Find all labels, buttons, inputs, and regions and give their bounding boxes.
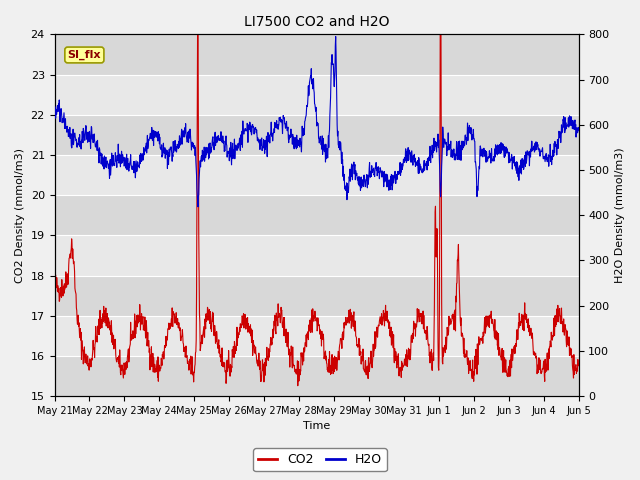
Text: SI_flx: SI_flx <box>68 50 101 60</box>
Bar <box>54 235 579 276</box>
Bar <box>54 155 579 195</box>
Bar <box>54 276 579 316</box>
Bar <box>54 356 579 396</box>
Legend: CO2, H2O: CO2, H2O <box>253 448 387 471</box>
Bar <box>54 115 579 155</box>
Bar <box>54 195 579 235</box>
Bar <box>54 316 579 356</box>
Y-axis label: H2O Density (mmol/m3): H2O Density (mmol/m3) <box>615 147 625 283</box>
Bar <box>54 74 579 115</box>
X-axis label: Time: Time <box>303 421 330 432</box>
Title: LI7500 CO2 and H2O: LI7500 CO2 and H2O <box>244 15 389 29</box>
Bar <box>54 35 579 74</box>
Y-axis label: CO2 Density (mmol/m3): CO2 Density (mmol/m3) <box>15 148 25 283</box>
